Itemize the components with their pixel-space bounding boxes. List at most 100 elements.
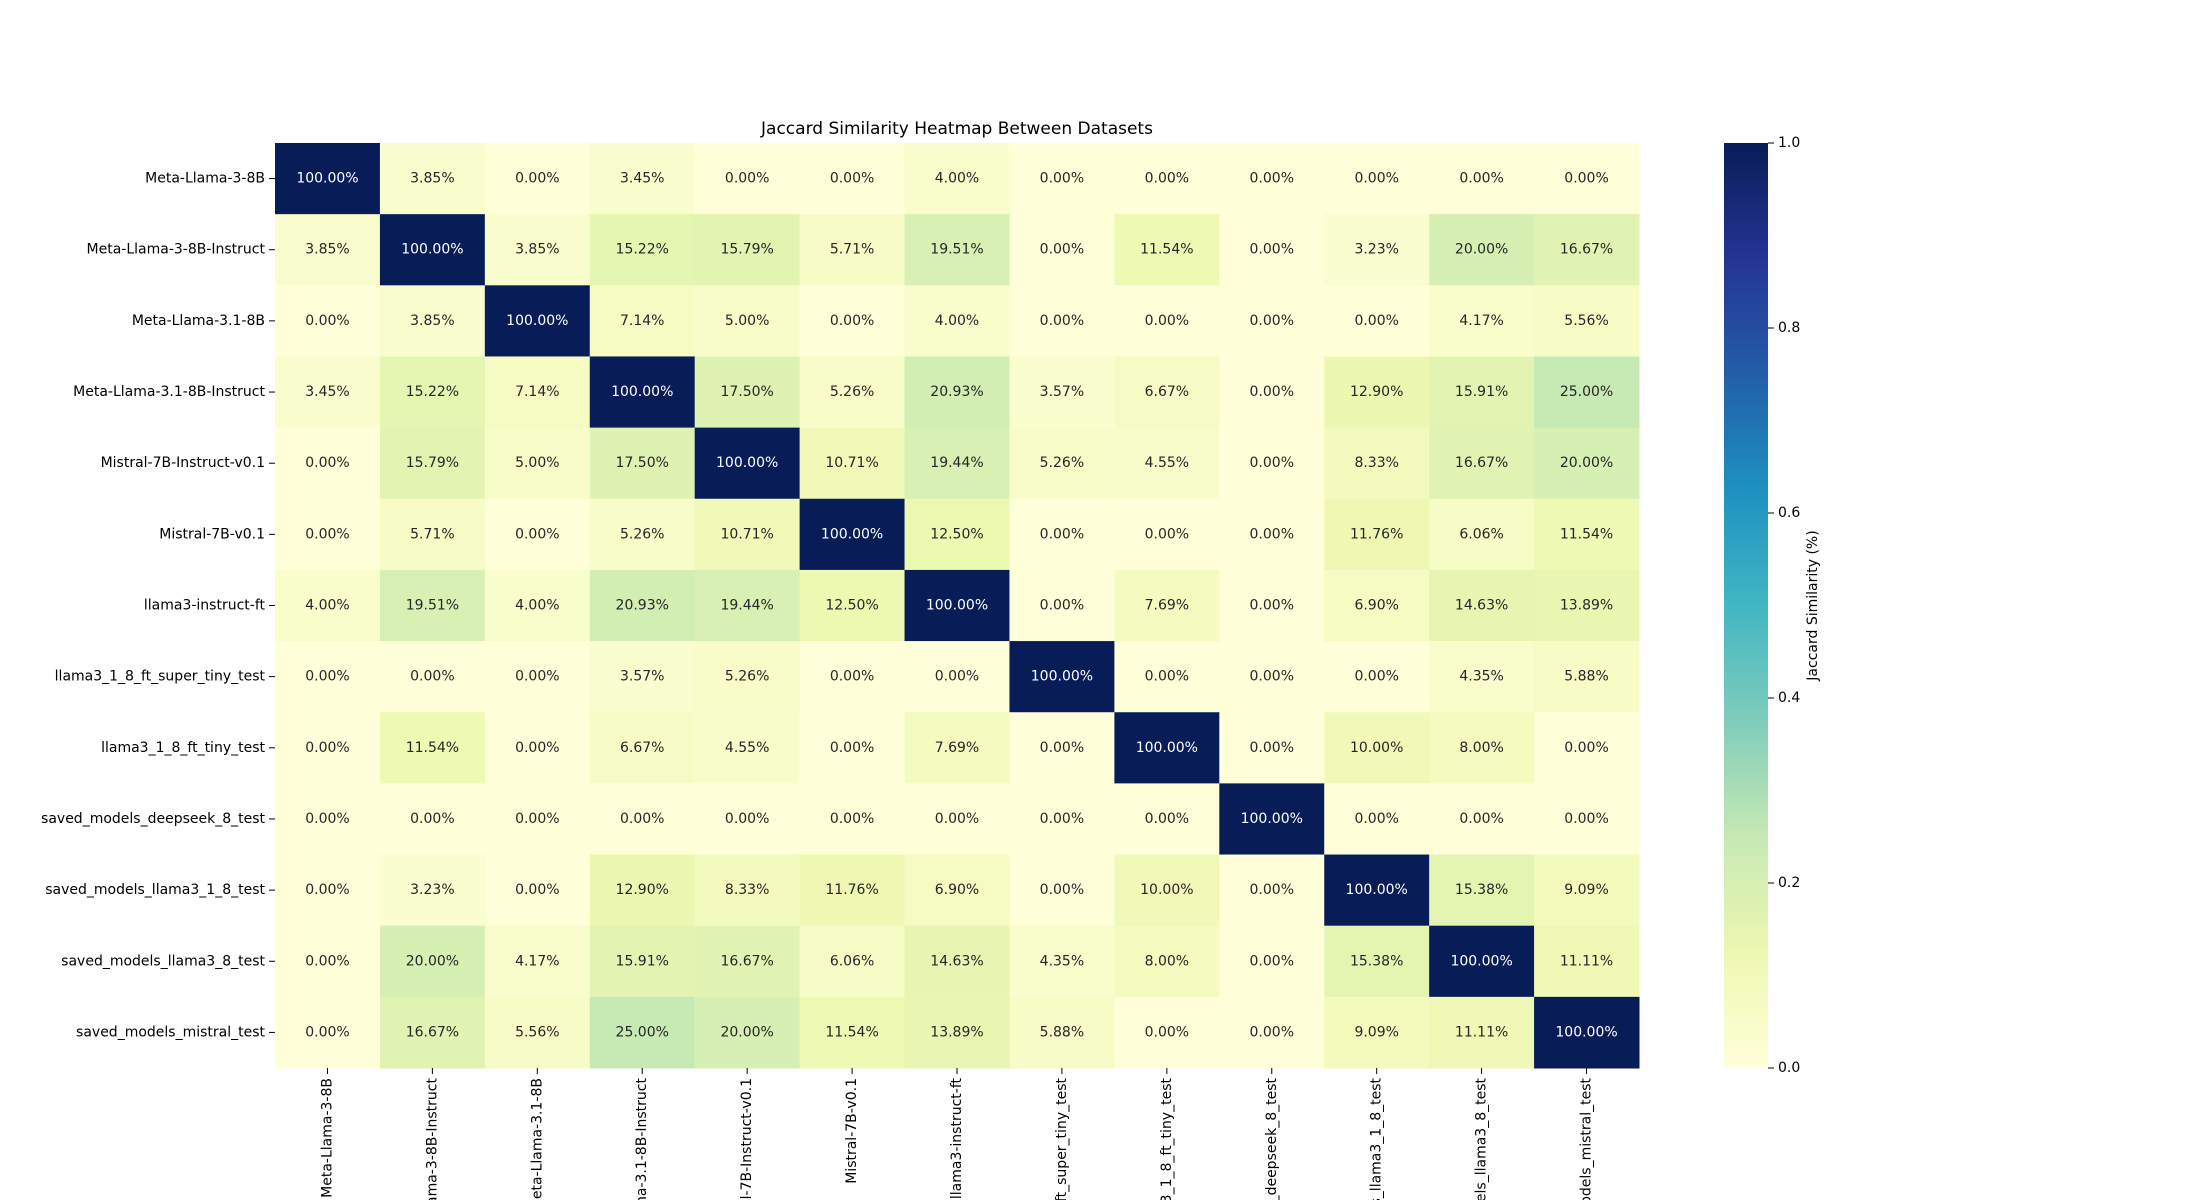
cell-label: 3.85%: [410, 171, 454, 187]
cell-label: 12.90%: [616, 882, 669, 898]
heatmap-cell: [799, 783, 906, 856]
cell-label: 14.63%: [1455, 598, 1508, 614]
cell-label: 0.00%: [410, 669, 454, 685]
cell-label: 100.00%: [1136, 740, 1198, 756]
heatmap-cell: [589, 925, 696, 998]
cell-label: 6.90%: [1354, 598, 1398, 614]
cell-label: 6.06%: [830, 953, 874, 969]
cell-label: 12.90%: [1350, 384, 1403, 400]
cell-label: 5.88%: [1040, 1024, 1084, 1040]
cell-label: 100.00%: [1555, 1024, 1617, 1040]
heatmap-cell: [484, 569, 591, 642]
cell-label: 0.00%: [1354, 171, 1398, 187]
cell-label: 0.00%: [1564, 171, 1608, 187]
heatmap-cell: [1324, 996, 1430, 1069]
heatmap-cell: [799, 427, 906, 500]
heatmap-cell: [589, 996, 696, 1069]
cell-label: 0.00%: [620, 811, 664, 827]
heatmap-cell: [904, 854, 1010, 927]
cell-label: 0.00%: [1459, 171, 1503, 187]
heatmap-cell: [1219, 996, 1325, 1069]
heatmap-cell: [694, 143, 801, 215]
cell-label: 11.11%: [1455, 1024, 1508, 1040]
cell-label: 0.00%: [305, 1024, 349, 1040]
heatmap-cell: [1114, 214, 1220, 286]
cell-label: 100.00%: [926, 598, 988, 614]
cell-label: 100.00%: [716, 455, 778, 471]
cell-label: 0.00%: [725, 171, 769, 187]
heatmap-cell: [1429, 427, 1535, 500]
heatmap-cell: [1219, 356, 1325, 429]
heatmap-cell: [484, 854, 591, 927]
cell-label: 4.35%: [1459, 669, 1503, 685]
cell-label: 15.22%: [406, 384, 459, 400]
heatmap-cell: [484, 356, 591, 429]
cell-label: 4.55%: [1145, 455, 1189, 471]
heatmap-cell: [1534, 143, 1640, 215]
cell-label: 100.00%: [1346, 882, 1408, 898]
cell-label: 7.14%: [620, 313, 664, 329]
cell-label: 19.51%: [406, 598, 459, 614]
heatmap-cell: [799, 498, 906, 571]
heatmap-cell: [484, 427, 591, 500]
cell-label: 100.00%: [1450, 953, 1512, 969]
heatmap-cell: [484, 712, 591, 784]
cell-label: 0.00%: [1145, 1024, 1189, 1040]
heatmap-cell: [799, 996, 906, 1069]
heatmap-cell: [1219, 285, 1325, 357]
colorbar-tick-label: 0.6: [1778, 505, 1800, 521]
colorbar-tick-label: 0.2: [1778, 875, 1800, 891]
cell-label: 4.55%: [725, 740, 769, 756]
y-tick-label: Meta-Llama-3-8B-Instruct: [87, 242, 266, 258]
cell-label: 3.45%: [620, 171, 664, 187]
heatmap-cell: [1114, 712, 1220, 784]
x-tick-label: llama3_1_8_ft_super_tiny_test: [1054, 1078, 1070, 1200]
heatmap-cell: [379, 498, 486, 571]
y-tick-label: Mistral-7B-v0.1: [159, 526, 265, 542]
heatmap-cell: [904, 143, 1010, 215]
heatmap-cell: [484, 498, 591, 571]
heatmap-cell: [379, 712, 486, 784]
cell-label: 16.67%: [1455, 455, 1508, 471]
heatmap-cell: [484, 285, 591, 357]
heatmap-cell: [275, 712, 381, 784]
cell-label: 16.67%: [720, 953, 773, 969]
heatmap-cell: [694, 641, 801, 713]
cell-label: 0.00%: [1250, 669, 1294, 685]
colorbar-tick-label: 0.4: [1778, 690, 1800, 706]
heatmap-cell: [1324, 925, 1430, 998]
heatmap-cell: [1219, 143, 1325, 215]
cell-label: 11.54%: [1140, 242, 1193, 258]
heatmap-cell: [1009, 285, 1115, 357]
x-tick-label: Meta-Llama-3-8B: [319, 1078, 335, 1198]
cell-label: 0.00%: [515, 811, 559, 827]
cell-label: 15.38%: [1455, 882, 1508, 898]
cell-label: 0.00%: [1250, 455, 1294, 471]
cell-label: 4.17%: [515, 953, 559, 969]
cell-label: 5.71%: [830, 242, 874, 258]
heatmap-cell: [1429, 854, 1535, 927]
heatmap-cell: [275, 498, 381, 571]
cell-label: 11.54%: [825, 1024, 878, 1040]
cell-label: 0.00%: [305, 953, 349, 969]
heatmap-cell: [589, 641, 696, 713]
heatmap-cell: [484, 143, 591, 215]
heatmap-cell: [694, 214, 801, 286]
cell-label: 15.38%: [1350, 953, 1403, 969]
cell-label: 0.00%: [305, 669, 349, 685]
heatmap-cell: [1219, 641, 1325, 713]
cell-label: 0.00%: [1564, 811, 1608, 827]
heatmap-cell: [1534, 569, 1640, 642]
cell-label: 20.00%: [1455, 242, 1508, 258]
heatmap-cell: [484, 996, 591, 1069]
heatmap-cell: [1324, 143, 1430, 215]
heatmap-cell: [275, 569, 381, 642]
cell-label: 19.44%: [930, 455, 983, 471]
y-tick-label: llama3_1_8_ft_super_tiny_test: [55, 669, 266, 685]
cell-label: 13.89%: [930, 1024, 983, 1040]
cell-label: 0.00%: [1354, 811, 1398, 827]
heatmap-cell: [1114, 783, 1220, 856]
heatmap-cell: [1324, 569, 1430, 642]
cell-label: 8.33%: [1354, 455, 1398, 471]
